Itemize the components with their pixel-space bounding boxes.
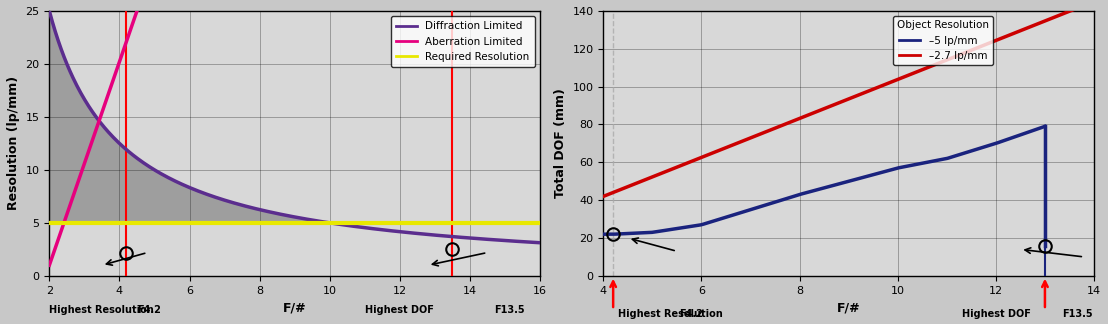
Y-axis label: Total DOF (mm): Total DOF (mm) xyxy=(554,88,567,198)
X-axis label: F/#: F/# xyxy=(283,301,307,314)
Text: Highest DOF: Highest DOF xyxy=(365,305,433,315)
Legend: Diffraction Limited, Aberration Limited, Required Resolution: Diffraction Limited, Aberration Limited,… xyxy=(391,16,535,67)
Text: F4.2: F4.2 xyxy=(679,309,704,319)
Text: Highest Resolution: Highest Resolution xyxy=(618,309,722,319)
Legend: –5 lp/mm, –2.7 lp/mm: –5 lp/mm, –2.7 lp/mm xyxy=(893,16,994,65)
Text: Highest DOF: Highest DOF xyxy=(962,309,1030,319)
Text: F13.5: F13.5 xyxy=(494,305,525,315)
Y-axis label: Resolution (lp/mm): Resolution (lp/mm) xyxy=(7,76,20,211)
Text: F4.2: F4.2 xyxy=(137,305,161,315)
X-axis label: F/#: F/# xyxy=(837,301,861,314)
Text: Highest Resolution: Highest Resolution xyxy=(50,305,154,315)
Text: F13.5: F13.5 xyxy=(1063,309,1092,319)
